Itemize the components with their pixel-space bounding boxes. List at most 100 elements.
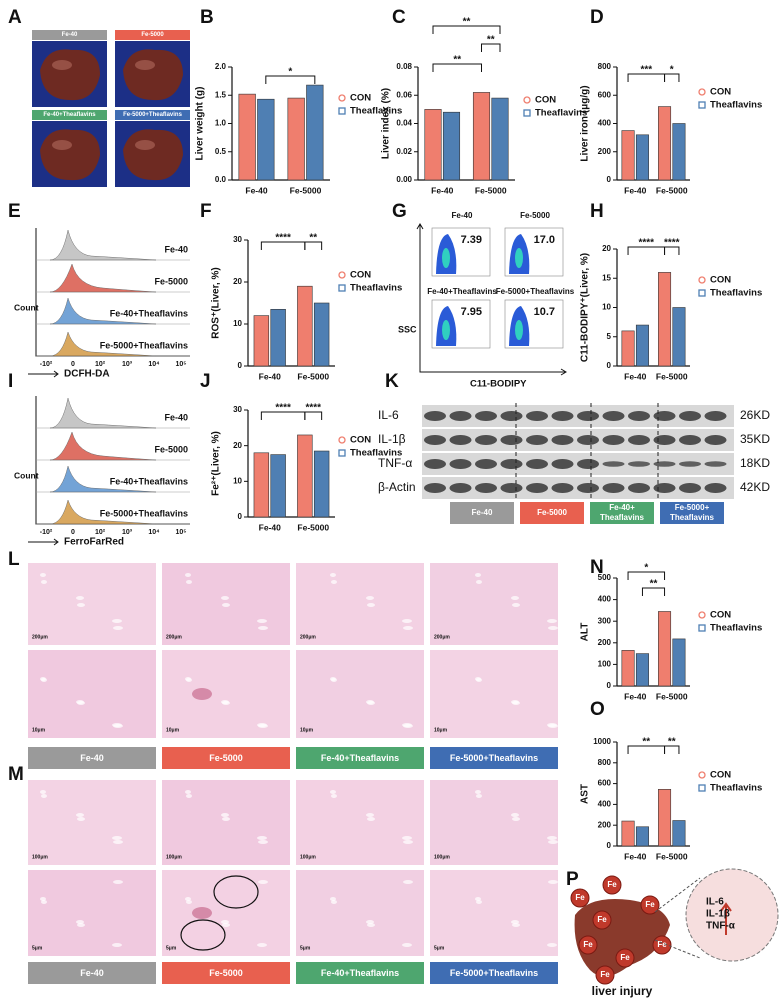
tissue-feature	[511, 813, 519, 817]
flow-core	[442, 320, 450, 340]
tissue-feature	[222, 817, 230, 821]
blot-band	[628, 461, 650, 467]
legend-marker	[338, 94, 346, 102]
y-axis-label: ROS⁺(Liver, %)	[211, 267, 222, 338]
panel-letter: M	[8, 764, 24, 785]
tissue-feature	[185, 790, 191, 794]
cytokine-label: TNF-α	[706, 921, 736, 932]
legend-label: CON	[350, 270, 371, 281]
bar	[270, 308, 286, 367]
panel-letter: C	[392, 7, 406, 28]
tissue-feature	[76, 920, 84, 924]
significance-bracket	[432, 25, 501, 34]
tissue-feature	[258, 724, 268, 728]
tissue-feature	[512, 923, 520, 927]
tissue-feature	[40, 897, 46, 901]
histology-image	[28, 780, 156, 865]
size-label: 35KD	[740, 432, 770, 446]
legend-label: CON	[350, 435, 371, 446]
blot-band	[424, 459, 446, 469]
y-tick-label: 500	[598, 573, 612, 582]
legend-marker	[338, 107, 346, 115]
y-axis-label: Liver weight (g)	[195, 87, 206, 161]
hist-group-label: Fe-5000	[154, 276, 188, 286]
significance-label: **	[487, 35, 495, 46]
x-tick-label: Fe-5000	[290, 185, 322, 195]
y-tick-label: 200	[598, 820, 612, 829]
tissue-feature	[222, 603, 230, 607]
bar	[658, 789, 672, 847]
panel-letter: A	[8, 7, 22, 28]
size-label: 42KD	[740, 480, 770, 494]
protein-label: β-Actin	[378, 480, 416, 494]
blot-group: Fe-40+ Theaflavins	[590, 502, 654, 524]
histology-image	[162, 650, 290, 738]
highlight-ring	[213, 875, 259, 909]
tissue-feature	[330, 897, 336, 901]
tissue-feature	[512, 817, 520, 821]
x-tick-label: 10³	[122, 361, 133, 368]
y-tick-label: 0	[238, 512, 243, 521]
tissue-feature	[112, 619, 122, 623]
tissue-feature	[367, 817, 375, 821]
legend-label: Theaflavins	[350, 106, 402, 117]
histology-group: Fe-5000	[162, 747, 290, 769]
tissue-feature	[331, 580, 337, 584]
panel-letter: J	[200, 371, 211, 392]
bar	[635, 324, 649, 367]
tissue-feature	[113, 880, 123, 884]
histology-group: Fe-40+Theaflavins	[296, 962, 424, 984]
blot-band	[577, 459, 599, 469]
tissue-feature	[77, 603, 85, 607]
x-tick-label: Fe-40	[624, 851, 646, 861]
panel-letter: P	[566, 869, 579, 890]
y-tick-label: 10	[602, 303, 611, 312]
y-tick-label: 0	[607, 361, 612, 370]
legend-marker	[698, 88, 706, 96]
blot-band	[449, 435, 472, 445]
y-tick-label: 0.5	[215, 147, 227, 156]
x-tick-label: Fe-40	[624, 185, 646, 195]
x-tick-label: 10³	[122, 529, 133, 536]
significance-label: ****	[664, 238, 680, 249]
significance-label: ****	[305, 403, 321, 414]
tissue-feature	[258, 626, 268, 630]
blot-band	[500, 435, 523, 445]
y-tick-label: 100	[598, 660, 612, 669]
y-tick-label: 2.0	[215, 62, 227, 71]
x-tick-label: Fe-5000	[297, 522, 329, 532]
histology-group: Fe-5000	[162, 962, 290, 984]
blot-band	[653, 435, 676, 445]
bar	[442, 111, 461, 181]
y-tick-label: 800	[598, 62, 612, 71]
flow-core	[515, 248, 523, 268]
blot-band	[551, 483, 574, 493]
x-tick-label: Fe-40	[431, 185, 453, 195]
y-axis-label: AST	[580, 784, 591, 804]
significance-label: *	[288, 67, 292, 78]
significance-bracket	[265, 75, 316, 84]
x-tick-label: -10²	[40, 361, 53, 368]
scale-label: 200μm	[300, 634, 316, 640]
blot-group: Fe-40	[450, 502, 514, 524]
y-tick-label: 0.02	[396, 147, 412, 156]
flow-plot-title: Fe-5000	[520, 211, 550, 220]
scale-label: 100μm	[300, 854, 316, 860]
significance-label: *	[644, 563, 648, 574]
legend-marker	[338, 436, 346, 444]
scale-label: 100μm	[166, 854, 182, 860]
histology-image	[296, 563, 424, 645]
flow-core	[442, 248, 450, 268]
tissue-feature	[40, 573, 46, 577]
liver-highlight	[52, 60, 72, 70]
liver-highlight	[135, 140, 155, 150]
y-tick-label: 0.08	[396, 62, 412, 71]
x-tick-label: 10⁴	[148, 361, 160, 368]
inflammation-zoom	[685, 868, 779, 962]
blot-band	[679, 411, 701, 421]
hist-group-label: Fe-5000+Theaflavins	[100, 508, 188, 518]
tissue-feature	[403, 880, 413, 884]
significance-bracket	[627, 571, 666, 580]
y-tick-label: 20	[233, 441, 242, 450]
blot-band	[500, 411, 523, 421]
